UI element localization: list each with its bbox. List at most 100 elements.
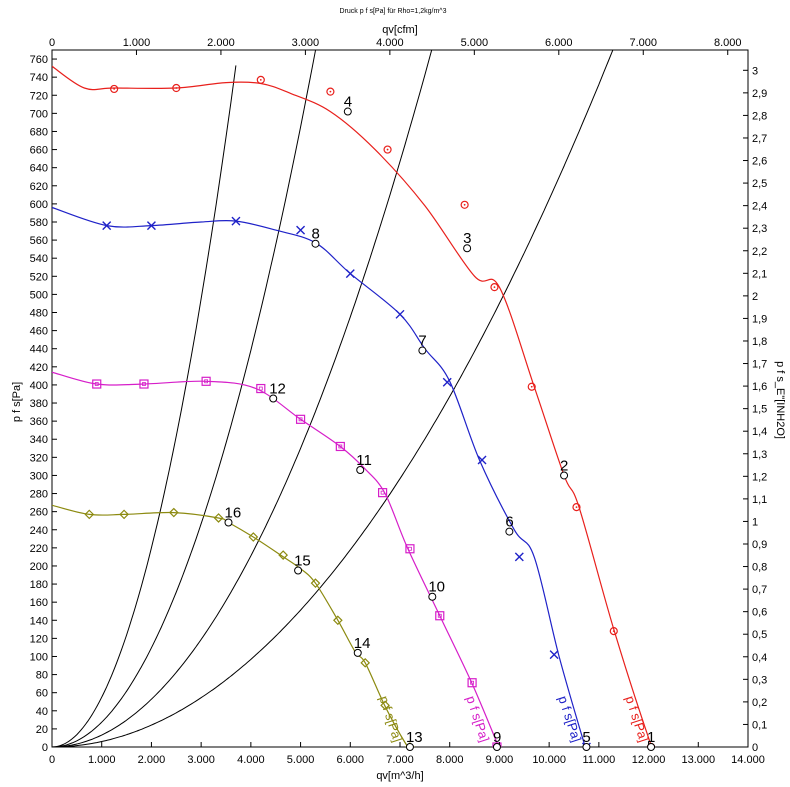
y2-axis-tick-label: 0,3 [752,674,767,686]
x-axis-tick-label: 7.000 [386,754,414,766]
y-axis-tick-label: 420 [30,362,48,374]
series-1-marker-dot [113,88,116,90]
x-axis-tick-label: 0 [49,754,55,766]
series-3-marker-inner [470,680,474,685]
y-axis-tick-label: 20 [36,724,48,736]
y-axis-tick-label: 140 [30,615,48,627]
operating-point-3 [463,244,472,253]
series-4-marker [168,507,179,518]
y-axis-tick-label: 520 [30,271,48,283]
top-x-axis-label: qv[cfm] [382,24,417,36]
y2-axis-tick-label: 2,8 [752,110,767,122]
y2-axis-tick-label: 0,9 [752,539,767,551]
y-axis-tick-label: 320 [30,452,48,464]
operating-point-label-16: 16 [224,505,241,522]
y-axis-tick-label: 640 [30,163,48,175]
x2-axis-tick-label: 2.000 [207,37,235,49]
y-axis-tick-label: 280 [30,489,48,501]
series-3-marker [201,376,211,386]
operating-point-label-5: 5 [582,729,590,746]
y2-axis-tick-label: 1,3 [752,449,767,461]
series-1-marker-dot [493,286,496,289]
operating-point-label-2: 2 [560,457,568,474]
system-curve-2 [52,50,316,747]
series-1-marker-dot [463,203,466,206]
series-2-marker [514,552,524,562]
operating-point-label-3: 3 [463,230,471,247]
y-axis-tick-label: 760 [30,54,48,66]
series-2-marker [231,216,241,226]
y-axis-tick-label: 220 [30,543,48,555]
x-axis-tick-label: 9.000 [486,754,514,766]
y-axis-tick-label: 0 [42,742,48,754]
y2-axis-tick-label: 2,7 [752,133,767,145]
series-3-marker [295,414,306,424]
y-axis-tick-label: 260 [30,507,48,519]
operating-point-label-8: 8 [311,226,319,243]
y-axis-tick-label: 580 [30,217,48,229]
operating-point-label-9: 9 [493,729,501,746]
series-4-marker [213,513,224,523]
y2-axis-tick-label: 2 [752,291,758,303]
series-2-marker [146,221,156,231]
series-3-marker-inner [380,490,385,495]
series-1-marker-dot [612,630,615,633]
y2-axis-tick-label: 1 [752,516,758,528]
x-axis-tick-label: 13.000 [681,754,715,766]
y-axis-tick-label: 460 [30,326,48,338]
operating-point-13 [405,743,414,751]
operating-point-label-7: 7 [418,333,426,350]
series-2-marker [549,650,559,660]
system-curve-3 [52,50,433,747]
y-axis-tick-label: 40 [36,706,48,718]
series-3-marker-inner [94,382,99,386]
series-2-label: p f s[Pa] [555,694,584,744]
operating-point-label-12: 12 [269,381,286,398]
operating-point-7 [418,346,427,355]
y-axis-tick-label: 200 [30,561,48,573]
series-3-marker [335,441,345,452]
y-axis-tick-label: 180 [30,579,48,591]
y2-axis-tick-label: 2,1 [752,268,767,280]
x-axis-tick-label: 1.000 [88,754,116,766]
y2-axis-tick-label: 0,1 [752,719,767,731]
y2-axis-tick-label: 1,2 [752,471,767,483]
y2-axis-tick-label: 1,8 [752,336,767,348]
series-1-marker-dot [259,78,262,81]
y-axis-tick-label: 560 [30,235,48,247]
series-3-marker [378,488,388,498]
operating-point-label-14: 14 [354,635,371,652]
y2-axis-tick-label: 2,4 [752,201,767,213]
operating-point-15 [294,566,303,575]
y-axis-tick-label: 720 [30,90,48,102]
x2-axis-tick-label: 4.000 [376,37,404,49]
y-axis-tick-label: 360 [30,416,48,428]
y2-axis-tick-label: 1,5 [752,404,767,416]
series-line-4 [52,504,411,747]
x2-axis-tick-label: 1.000 [123,37,151,49]
series-1-marker [527,382,536,391]
series-2-marker [442,377,452,387]
y2-axis-tick-label: 0,7 [752,584,767,596]
y-axis-tick-label: 100 [30,651,48,663]
series-4-marker [360,657,371,668]
series-4-label: p f s[Pa] [376,694,405,744]
y2-axis-tick-label: 1,1 [752,494,767,506]
y-axis-tick-label: 340 [30,434,48,446]
series-4-marker [248,532,259,542]
system-curve-4 [52,50,614,747]
x-axis-tick-label: 5.000 [287,754,315,766]
x-axis-tick-label: 14.000 [731,754,765,766]
series-4-marker [380,700,390,711]
system-curve-1 [52,65,237,747]
y-axis-tick-label: 680 [30,126,48,138]
series-1-marker [460,200,469,209]
series-3-marker [256,383,266,394]
y2-axis-tick-label: 0,5 [752,629,767,641]
series-1-marker-dot [175,87,178,89]
y2-axis-tick-label: 0,2 [752,697,767,709]
series-2-marker [102,221,112,231]
y-axis-tick-label: 700 [30,108,48,120]
x2-axis-tick-label: 3.000 [292,37,320,49]
